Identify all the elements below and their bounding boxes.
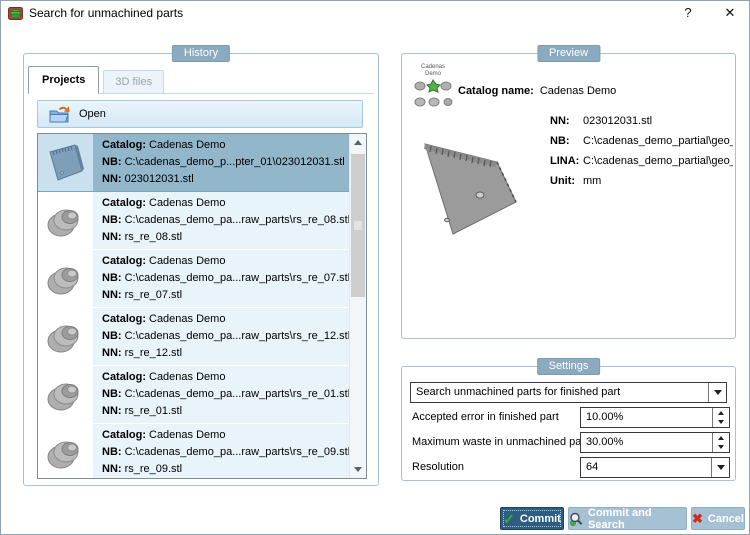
resolution-label: Resolution [412,461,464,473]
field-label: NB: [550,135,570,147]
part-thumbnail [38,192,93,249]
field-label: LINA: [550,155,580,167]
spinner[interactable] [712,433,729,452]
history-group: History Projects 3D files Open [23,45,379,486]
chevron-down-icon[interactable] [708,383,726,402]
accepted-error-label: Accepted error in finished part [412,411,559,423]
field-label: NN: [550,115,570,127]
history-tabs: Projects 3D files [28,64,374,94]
spin-up-icon[interactable] [713,433,729,443]
list-item[interactable]: Catalog: Cadenas Demo NB: C:\cadenas_demo_… [38,134,350,192]
scroll-up-icon[interactable] [350,134,366,151]
preview-fields: NN: 023012031.stl NB: C:\cadenas_demo_part… [550,111,733,191]
tab-projects[interactable]: Projects [28,66,100,94]
field-value: 023012031.stl [583,115,653,127]
list-item[interactable]: Catalog: Cadenas Demo NB: C:\cadenas_demo_… [38,424,349,478]
list-item[interactable]: Catalog: Cadenas Demo NB: C:\cadenas_demo_… [38,250,349,307]
tab-3d-files[interactable]: 3D files [103,70,165,93]
part-thumbnail [38,366,93,423]
title-bar: Search for unmachined parts ? ✕ [1,1,749,25]
list-item[interactable]: Catalog: Cadenas Demo NB: C:\cadenas_demo_… [38,366,349,423]
open-button[interactable]: Open [37,100,363,128]
catalog-icon: Cadenas Demo [410,64,456,114]
spin-down-icon[interactable] [713,418,729,428]
part-thumbnail [38,424,93,478]
open-folder-icon [49,106,70,123]
settings-group-label: Settings [536,358,601,375]
check-icon: ✓ [503,510,515,527]
scrollbar-thumb[interactable] [351,154,365,297]
help-button[interactable]: ? [684,5,692,20]
catalog-name-label: Catalog name: [458,85,534,97]
spinner[interactable] [712,408,729,427]
preview-group-label: Preview [536,45,601,62]
settings-group: Settings Search unmachined parts for fin… [401,358,736,481]
search-icon [569,512,583,526]
list-item[interactable]: Catalog: Cadenas Demo NB: C:\cadenas_demo_… [38,192,349,249]
spin-up-icon[interactable] [713,408,729,418]
catalog-name-value: Cadenas Demo [539,85,617,97]
field-value: C:\cadenas_demo_partial\geo_ [583,155,733,167]
scrollbar[interactable] [349,134,366,478]
accepted-error-input[interactable]: 10.00% [580,407,730,428]
cancel-button[interactable]: ✖ Cancel [691,507,745,530]
part-thumbnail [38,134,93,191]
commit-button[interactable]: ✓ Commit [500,507,564,530]
part-thumbnail [38,250,93,307]
field-value: mm [583,175,602,187]
field-value: C:\cadenas_demo_partial\geo_ [583,135,733,147]
chevron-down-icon[interactable] [711,458,729,477]
maximum-waste-label: Maximum waste in unmachined part [412,436,589,448]
field-label: Unit: [550,175,576,187]
part-preview-image [424,143,517,235]
history-group-label: History [171,45,231,62]
spin-down-icon[interactable] [713,443,729,453]
app-icon [8,6,23,20]
list-item[interactable]: Catalog: Cadenas Demo NB: C:\cadenas_demo_… [38,308,349,365]
close-icon[interactable]: ✕ [724,5,736,20]
open-button-label: Open [79,108,106,120]
commit-and-search-button[interactable]: Commit and Search [568,507,687,531]
preview-group: Preview Cadenas Demo Catalog name: Caden… [401,45,736,339]
search-mode-dropdown[interactable]: Search unmachined parts for finished par… [410,382,727,403]
resolution-dropdown[interactable]: 64 [580,457,730,478]
scroll-down-icon[interactable] [350,461,366,478]
catalog-parts-glyph [414,79,453,107]
window-title: Search for unmachined parts [29,6,184,20]
history-list: Catalog: Cadenas Demo NB: C:\cadenas_demo_… [37,133,367,479]
x-icon: ✖ [692,511,703,526]
maximum-waste-input[interactable]: 30.00% [580,432,730,453]
part-thumbnail [38,308,93,365]
